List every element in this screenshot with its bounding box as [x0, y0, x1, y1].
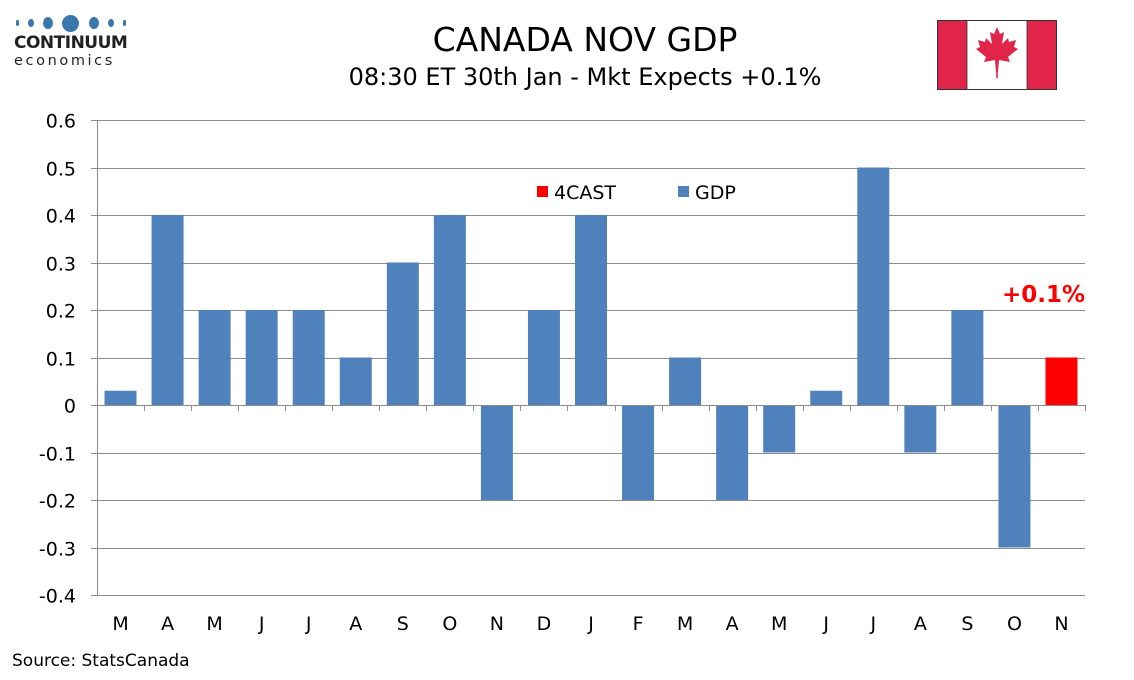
bar-gdp-15: [810, 390, 843, 405]
x-tick-label: J: [587, 613, 594, 635]
x-tick-label: J: [258, 613, 265, 635]
bar-gdp-4: [292, 310, 325, 405]
x-tick-label: M: [112, 613, 128, 635]
bar-gdp-11: [622, 405, 655, 500]
x-tick-label: A: [914, 613, 927, 635]
y-tick-label: -0.1: [39, 444, 76, 466]
continuum-economics-logo: CONTINUUM economics: [14, 14, 134, 69]
bar-gdp-2: [198, 310, 231, 405]
x-tick-label: F: [633, 613, 644, 635]
x-tick-label: D: [537, 613, 552, 635]
x-tick-label: M: [206, 613, 222, 635]
chart-title: CANADA NOV GDP: [432, 20, 738, 59]
bar-gdp-16: [857, 167, 890, 405]
bar-gdp-12: [669, 357, 702, 405]
bar-gdp-6: [386, 262, 419, 405]
chart-subtitle: 08:30 ET 30th Jan - Mkt Expects +0.1%: [348, 63, 822, 91]
bar-gdp-0: [104, 390, 137, 405]
x-tick-label: A: [349, 613, 362, 635]
bar-gdp-17: [904, 405, 937, 453]
annotations: +0.1%: [1002, 282, 1085, 308]
y-tick-label: 0.1: [46, 349, 76, 371]
bar-gdp-13: [716, 405, 749, 500]
y-tick-label: 0.3: [46, 254, 76, 276]
x-tick-label: J: [822, 613, 829, 635]
maple-leaf-icon: [976, 27, 1018, 72]
bar-gdp-7: [433, 215, 466, 405]
x-tick-label: M: [677, 613, 693, 635]
bars: [104, 167, 1078, 548]
bar-gdp-8: [480, 405, 513, 500]
bar-gdp-18: [951, 310, 984, 405]
y-tick-label: 0.4: [46, 206, 76, 228]
bar-gdp-3: [245, 310, 278, 405]
x-tick-label: J: [869, 613, 876, 635]
x-tick-label: J: [305, 613, 312, 635]
legend-swatch-gdp: [678, 186, 689, 197]
x-tick-label: S: [961, 613, 973, 635]
legend-swatch-4cast: [537, 186, 548, 197]
canada-flag-icon: [937, 20, 1057, 90]
x-tick-label: O: [1007, 613, 1022, 635]
legend-label-4cast: 4CAST: [554, 182, 616, 204]
x-tick-label: N: [1054, 613, 1068, 635]
x-tick-label: M: [771, 613, 787, 635]
source-note: Source: StatsCanada: [12, 651, 190, 671]
bar-gdp-1: [151, 215, 184, 405]
x-tick-label: N: [490, 613, 504, 635]
bar-gdp-5: [339, 357, 372, 405]
y-tick-label: -0.3: [39, 539, 76, 561]
y-tick-label: 0.6: [46, 111, 76, 133]
x-tick-label: A: [726, 613, 739, 635]
x-tick-label: O: [442, 613, 457, 635]
logo-dots-icon: [16, 14, 126, 32]
axes: [97, 120, 1086, 595]
y-tick-label: -0.4: [39, 586, 76, 608]
y-tick-label: 0: [64, 396, 76, 418]
legend-label-gdp: GDP: [695, 182, 736, 204]
x-tick-label: S: [397, 613, 409, 635]
y-tick-label: 0.5: [46, 159, 76, 181]
forecast-annotation: +0.1%: [1002, 282, 1085, 308]
bar-4cast-20: [1045, 357, 1078, 405]
y-tick-label: -0.2: [39, 491, 76, 513]
bar-gdp-14: [763, 405, 796, 453]
bar-gdp-10: [575, 215, 607, 405]
logo-subtitle: economics: [14, 53, 115, 69]
bar-gdp-9: [527, 310, 560, 405]
logo-name: CONTINUUM: [14, 33, 128, 53]
y-axis-ticks: 0.6 0.5 0.4 0.3 0.2 0.1 0 -0.1 -0.2 -0.3 -0.4: [39, 111, 76, 608]
y-tick-label: 0.2: [46, 301, 76, 323]
legend: 4CAST GDP: [537, 182, 736, 204]
x-tick-label: A: [161, 613, 174, 635]
bar-gdp-19: [998, 405, 1031, 548]
